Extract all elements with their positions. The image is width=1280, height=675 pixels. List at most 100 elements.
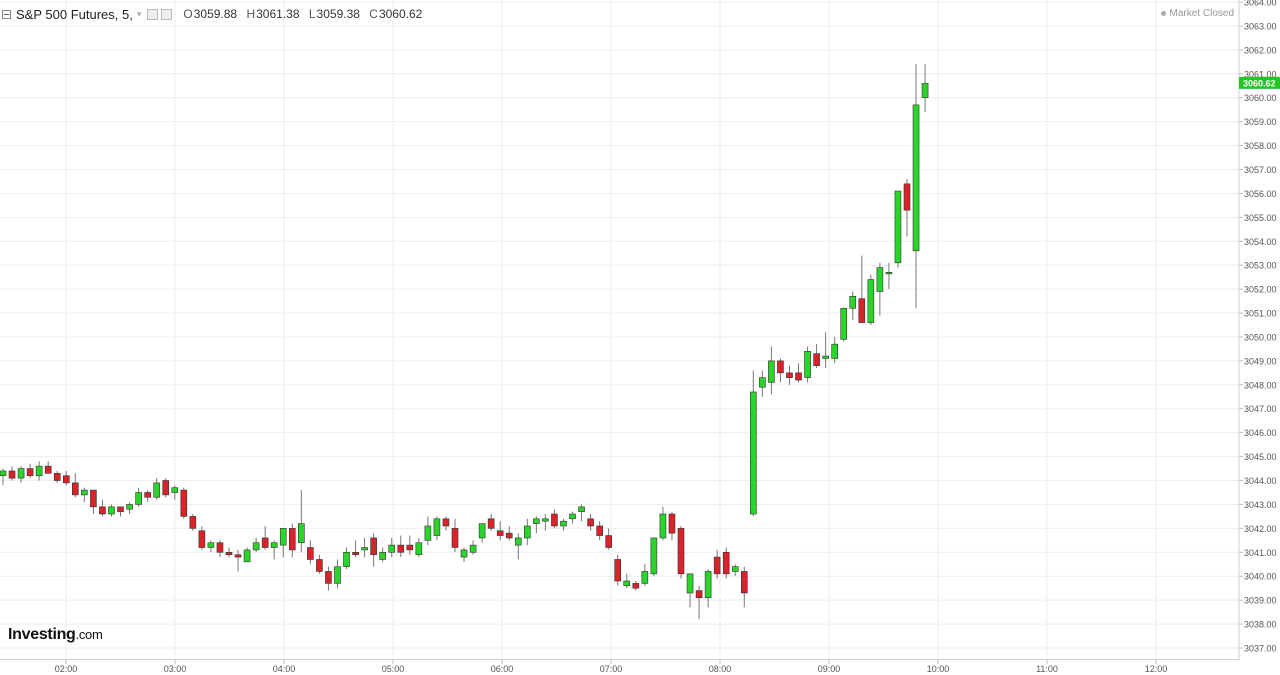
y-tick-label: 3042.00 (1244, 524, 1277, 534)
candle (551, 509, 558, 529)
candle (912, 64, 920, 309)
chevron-down-icon[interactable]: ▾ (136, 8, 142, 19)
candle (822, 332, 829, 369)
y-tick-label: 3057.00 (1244, 165, 1277, 175)
y-tick-label: 3037.00 (1244, 644, 1277, 654)
candle-body (560, 520, 567, 527)
x-tick-label: 02:00 (55, 664, 78, 674)
y-tick-label: 3047.00 (1244, 404, 1277, 414)
low-label: L (308, 7, 316, 21)
collapse-icon[interactable] (2, 9, 11, 19)
x-tick-label: 12:00 (1145, 664, 1168, 674)
candle-body (361, 547, 368, 551)
candle-body (343, 551, 350, 567)
candle (605, 528, 612, 550)
y-tick-label: 3061.00 (1244, 69, 1277, 79)
candle (117, 506, 124, 517)
candle (885, 262, 893, 290)
candle (225, 547, 233, 558)
symbol-label[interactable]: S&P 500 Futures, 5, (16, 6, 133, 22)
candle-body (117, 506, 124, 512)
candle-body (578, 506, 585, 512)
candle-body (713, 556, 721, 575)
candle (316, 554, 323, 574)
candle (216, 540, 224, 558)
candle-body (189, 516, 197, 529)
candle (343, 547, 350, 570)
candle-body (596, 525, 603, 536)
candle-body (171, 487, 179, 493)
candle (542, 514, 549, 531)
x-tick-label: 08:00 (709, 664, 732, 674)
market-status-label: Market Closed (1169, 8, 1234, 19)
candle-body (207, 542, 215, 548)
candle-body (903, 183, 911, 211)
candle (379, 547, 386, 562)
candle (180, 487, 188, 519)
candle-body (325, 571, 332, 584)
candle-body (225, 551, 233, 555)
candle-body (270, 542, 278, 548)
candle (569, 511, 576, 524)
candle (740, 566, 748, 608)
logo-suffix: .com (75, 627, 103, 642)
candle (722, 547, 730, 579)
candle-body (894, 190, 902, 264)
candle (587, 514, 594, 531)
candle-body (35, 465, 43, 477)
candle-body (605, 535, 612, 548)
x-tick-label: 09:00 (818, 664, 841, 674)
candle-body (234, 554, 242, 558)
candle-body (722, 551, 730, 575)
y-tick-label: 3058.00 (1244, 141, 1277, 151)
candle (72, 473, 79, 498)
candle-body (44, 465, 52, 474)
investing-logo[interactable]: Investing.com (8, 626, 103, 644)
candle (424, 516, 432, 546)
high-value: 3061.38 (256, 7, 300, 21)
candle (704, 569, 712, 608)
candle-body (677, 528, 685, 575)
candle (352, 540, 359, 558)
y-tick-label: 3055.00 (1244, 213, 1277, 223)
candle (786, 365, 793, 385)
candle-body (840, 307, 848, 340)
candle (370, 533, 377, 567)
candle-body (316, 559, 323, 572)
settings-icon[interactable] (147, 8, 159, 20)
candle-body (641, 571, 649, 584)
candle-body (505, 532, 513, 539)
status-dot-icon (1160, 11, 1166, 16)
candle-body (81, 489, 88, 496)
candle (469, 540, 477, 555)
last-price-box (1239, 76, 1280, 89)
time-axis[interactable]: 02:00 03:00 04:00 05:00 06:00 07:00 08:00 09:00… (55, 660, 1168, 674)
y-tick-label: 3051.00 (1244, 309, 1277, 319)
candle (0, 468, 7, 486)
candle (614, 554, 622, 586)
candle-body (487, 518, 495, 529)
close-value: 3060.62 (378, 7, 423, 21)
logo-name: Investing (8, 626, 76, 643)
candle-body (279, 528, 287, 546)
candle (894, 190, 902, 268)
candle (442, 516, 450, 531)
candle-body (659, 513, 667, 539)
candle-body (795, 372, 802, 381)
candle-body (551, 513, 558, 527)
candle-body (623, 580, 631, 587)
candle-body (252, 542, 260, 551)
candle (44, 461, 52, 474)
x-tick-label: 07:00 (600, 664, 623, 674)
candle (750, 370, 757, 517)
candle (813, 344, 820, 369)
y-tick-label: 3064.00 (1244, 0, 1277, 8)
price-axis[interactable]: 3037.00 3038.00 3039.00 3040.00 3041.00 3042.… (1239, 0, 1277, 654)
y-tick-label: 3052.00 (1244, 285, 1277, 295)
y-tick-label: 3063.00 (1244, 21, 1277, 31)
candle-body (126, 504, 133, 510)
candle (514, 533, 522, 560)
remove-icon[interactable] (161, 8, 173, 20)
candle (270, 540, 278, 560)
